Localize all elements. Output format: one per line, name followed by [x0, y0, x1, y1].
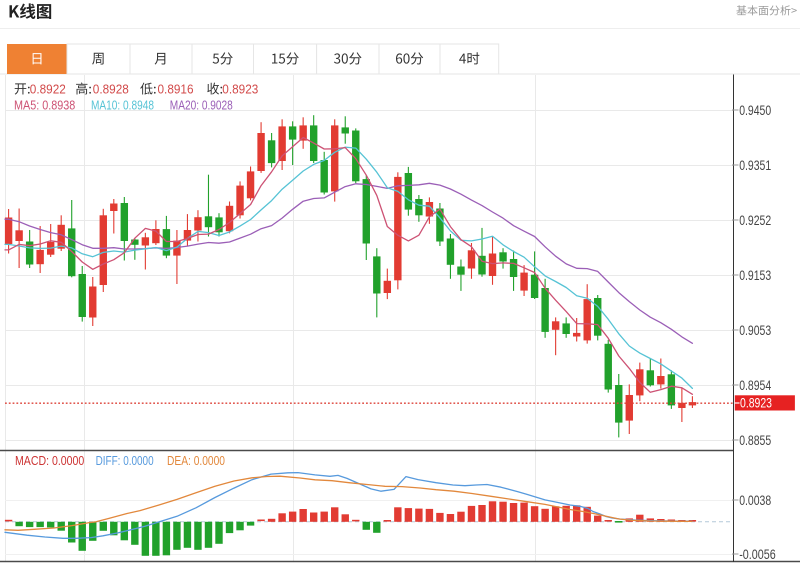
svg-text:0.8855: 0.8855: [739, 433, 771, 448]
svg-text:MA20: 0.9028: MA20: 0.9028: [170, 98, 233, 113]
svg-text:0.0038: 0.0038: [739, 493, 771, 508]
svg-text:0.8954: 0.8954: [739, 378, 771, 393]
svg-text:-0.0056: -0.0056: [739, 547, 776, 562]
svg-text:MACD: 0.0000: MACD: 0.0000: [15, 453, 84, 468]
svg-text:MA10: 0.8948: MA10: 0.8948: [91, 98, 154, 113]
svg-text:0.9053: 0.9053: [739, 323, 771, 338]
svg-text:DIFF: 0.0000: DIFF: 0.0000: [96, 453, 154, 468]
svg-text:0.9351: 0.9351: [739, 158, 771, 173]
svg-text:0.9450: 0.9450: [739, 103, 771, 118]
svg-text:0.9252: 0.9252: [739, 213, 771, 228]
svg-text:0.8922: 0.8922: [30, 82, 66, 97]
svg-text:0.8916: 0.8916: [158, 82, 194, 97]
svg-text:0.8923: 0.8923: [222, 82, 258, 97]
svg-text:DEA: 0.0000: DEA: 0.0000: [167, 453, 225, 468]
svg-text:MA5: 0.8938: MA5: 0.8938: [14, 98, 75, 113]
svg-text:0.9153: 0.9153: [739, 268, 771, 283]
svg-text:0.8923: 0.8923: [740, 396, 772, 411]
svg-text:0.8928: 0.8928: [93, 82, 129, 97]
